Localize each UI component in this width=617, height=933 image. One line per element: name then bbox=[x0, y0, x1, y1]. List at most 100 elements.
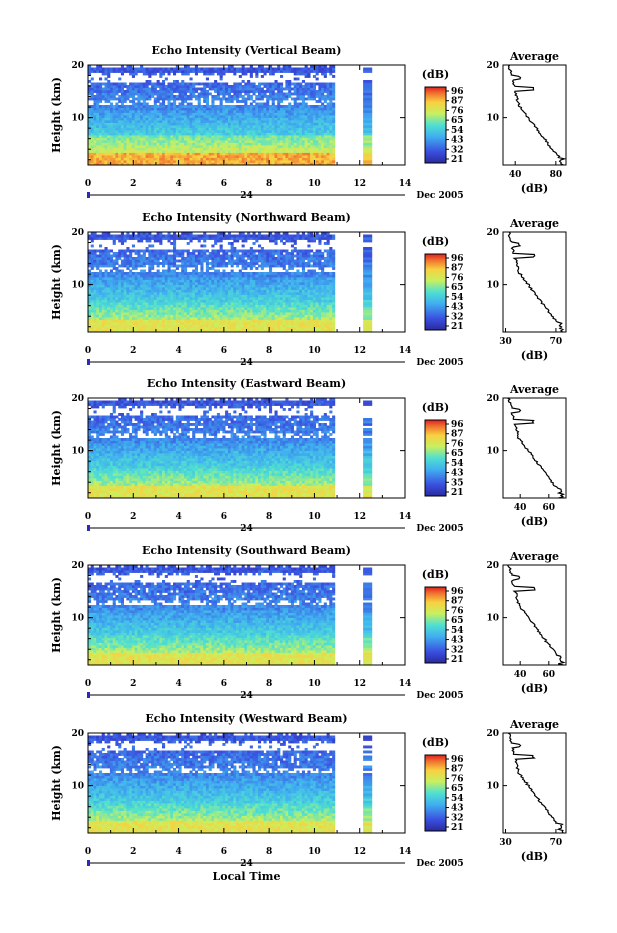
heatmap-cell bbox=[313, 312, 316, 315]
colorbar-tick-label: 32 bbox=[451, 145, 464, 155]
heatmap-cell bbox=[115, 287, 118, 290]
heatmap-cell bbox=[321, 327, 324, 330]
heatmap-cell bbox=[162, 297, 165, 300]
heatmap-cell bbox=[305, 305, 308, 308]
heatmap-cell bbox=[296, 85, 299, 88]
heatmap-cell bbox=[280, 75, 283, 78]
heatmap-cell bbox=[231, 68, 234, 71]
heatmap-cell bbox=[299, 300, 302, 303]
heatmap-cell bbox=[255, 75, 258, 78]
heatmap-cell bbox=[148, 75, 151, 78]
heatmap-cell bbox=[176, 315, 179, 318]
heatmap-cell bbox=[233, 310, 236, 313]
heatmap-cell bbox=[299, 155, 302, 158]
heatmap-cell bbox=[302, 73, 305, 76]
heatmap-cell bbox=[236, 118, 239, 121]
heatmap-cell bbox=[231, 100, 234, 103]
heatmap-cell bbox=[209, 292, 212, 295]
heatmap-cell bbox=[280, 325, 283, 328]
heatmap-cell bbox=[228, 120, 231, 123]
heatmap-cell bbox=[146, 292, 149, 295]
heatmap-cell bbox=[203, 73, 206, 76]
heatmap-cell bbox=[214, 312, 217, 315]
heatmap-cell bbox=[302, 287, 305, 290]
heatmap-cell bbox=[316, 138, 319, 141]
heatmap-cell bbox=[151, 73, 154, 76]
heatmap-cell bbox=[242, 73, 245, 76]
heatmap-cell bbox=[220, 285, 223, 288]
heatmap-cell bbox=[288, 80, 291, 83]
heatmap-cell bbox=[305, 320, 308, 323]
heatmap-cell bbox=[244, 120, 247, 123]
heatmap-cell bbox=[179, 145, 182, 148]
heatmap-cell bbox=[135, 133, 138, 136]
heatmap-cell bbox=[179, 322, 182, 325]
heatmap-cell bbox=[310, 307, 313, 310]
heatmap-cell bbox=[302, 300, 305, 303]
heatmap-cell bbox=[181, 103, 184, 106]
heatmap-cell bbox=[96, 282, 99, 285]
heatmap-cell bbox=[272, 300, 275, 303]
heatmap-cell bbox=[154, 312, 157, 315]
heatmap-cell bbox=[107, 120, 110, 123]
heatmap-cell bbox=[318, 105, 321, 108]
heatmap-cell bbox=[316, 90, 319, 93]
heatmap-cell bbox=[211, 300, 214, 303]
heatmap-cell bbox=[244, 88, 247, 91]
heatmap-cell bbox=[176, 325, 179, 328]
heatmap-cell bbox=[285, 297, 288, 300]
heatmap-cell bbox=[280, 93, 283, 96]
heatmap-cell bbox=[250, 297, 253, 300]
heatmap-cell bbox=[258, 307, 261, 310]
heatmap-cell bbox=[318, 310, 321, 313]
heatmap-cell bbox=[110, 108, 113, 111]
heatmap-cell bbox=[190, 322, 193, 325]
heatmap-cell bbox=[299, 105, 302, 108]
heatmap-cell bbox=[291, 115, 294, 118]
heatmap-cell bbox=[206, 135, 209, 138]
heatmap-cell bbox=[288, 110, 291, 113]
heatmap-cell bbox=[324, 158, 327, 161]
heatmap-cell bbox=[294, 103, 297, 106]
heatmap-cell bbox=[192, 320, 195, 323]
heatmap-cell bbox=[135, 285, 138, 288]
heatmap-cell bbox=[321, 285, 324, 288]
heatmap-cell bbox=[220, 297, 223, 300]
heatmap-cell bbox=[363, 103, 372, 106]
heatmap-cell bbox=[217, 108, 220, 111]
heatmap-cell bbox=[143, 128, 146, 131]
heatmap-cell bbox=[105, 83, 108, 86]
heatmap-cell bbox=[247, 292, 250, 295]
heatmap-cell bbox=[190, 305, 193, 308]
heatmap-cell bbox=[285, 322, 288, 325]
heatmap-cell bbox=[148, 325, 151, 328]
heatmap-cell bbox=[318, 70, 321, 73]
heatmap-cell bbox=[329, 90, 332, 93]
heatmap-cell bbox=[115, 153, 118, 156]
heatmap-cell bbox=[318, 325, 321, 328]
heatmap-cell bbox=[184, 140, 187, 143]
heatmap-cell bbox=[200, 110, 203, 113]
heatmap-cell bbox=[217, 115, 220, 118]
heatmap-cell bbox=[225, 300, 228, 303]
heatmap-cell bbox=[242, 302, 245, 305]
heatmap-cell bbox=[143, 90, 146, 93]
heatmap-cell bbox=[200, 322, 203, 325]
heatmap-cell bbox=[316, 130, 319, 133]
heatmap-cell bbox=[285, 113, 288, 116]
heatmap-cell bbox=[91, 295, 94, 298]
heatmap-cell bbox=[140, 140, 143, 143]
heatmap-cell bbox=[261, 105, 264, 108]
heatmap-cell bbox=[105, 285, 108, 288]
heatmap-cell bbox=[225, 68, 228, 71]
heatmap-cell bbox=[102, 125, 105, 128]
heatmap-cell bbox=[285, 138, 288, 141]
heatmap-cell bbox=[313, 158, 316, 161]
heatmap-cell bbox=[170, 305, 173, 308]
heatmap-cell bbox=[307, 113, 310, 116]
heatmap-cell bbox=[283, 70, 286, 73]
heatmap-cell bbox=[173, 325, 176, 328]
heatmap-cell bbox=[102, 120, 105, 123]
heatmap-cell bbox=[363, 100, 372, 103]
heatmap-cell bbox=[250, 327, 253, 330]
